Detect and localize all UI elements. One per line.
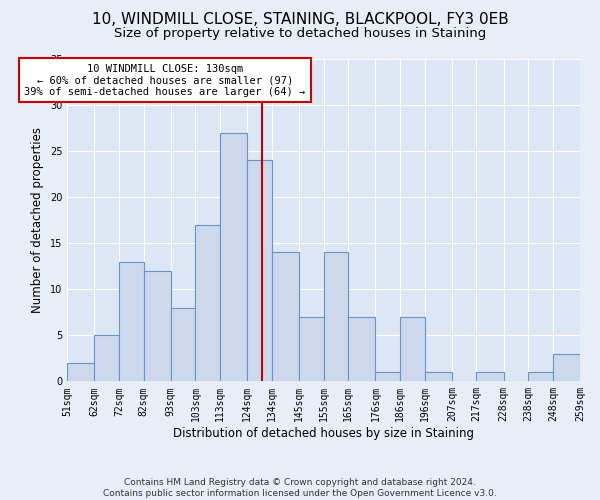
Text: 10, WINDMILL CLOSE, STAINING, BLACKPOOL, FY3 0EB: 10, WINDMILL CLOSE, STAINING, BLACKPOOL,…: [92, 12, 508, 28]
Bar: [119, 262, 144, 382]
Bar: [247, 160, 272, 382]
Bar: [376, 372, 400, 382]
Bar: [67, 363, 94, 382]
Bar: [528, 372, 553, 382]
Y-axis label: Number of detached properties: Number of detached properties: [31, 127, 44, 313]
Text: Contains HM Land Registry data © Crown copyright and database right 2024.
Contai: Contains HM Land Registry data © Crown c…: [103, 478, 497, 498]
Bar: [196, 225, 220, 382]
Text: Size of property relative to detached houses in Staining: Size of property relative to detached ho…: [114, 28, 486, 40]
Bar: [425, 372, 452, 382]
Bar: [400, 317, 425, 382]
Bar: [94, 336, 119, 382]
Bar: [220, 132, 247, 382]
Bar: [299, 317, 323, 382]
Bar: [323, 252, 349, 382]
Bar: [476, 372, 503, 382]
Bar: [553, 354, 580, 382]
Bar: [144, 271, 171, 382]
Bar: [171, 308, 196, 382]
Bar: [272, 252, 299, 382]
X-axis label: Distribution of detached houses by size in Staining: Distribution of detached houses by size …: [173, 427, 474, 440]
Text: 10 WINDMILL CLOSE: 130sqm
← 60% of detached houses are smaller (97)
39% of semi-: 10 WINDMILL CLOSE: 130sqm ← 60% of detac…: [24, 64, 305, 97]
Bar: [349, 317, 376, 382]
